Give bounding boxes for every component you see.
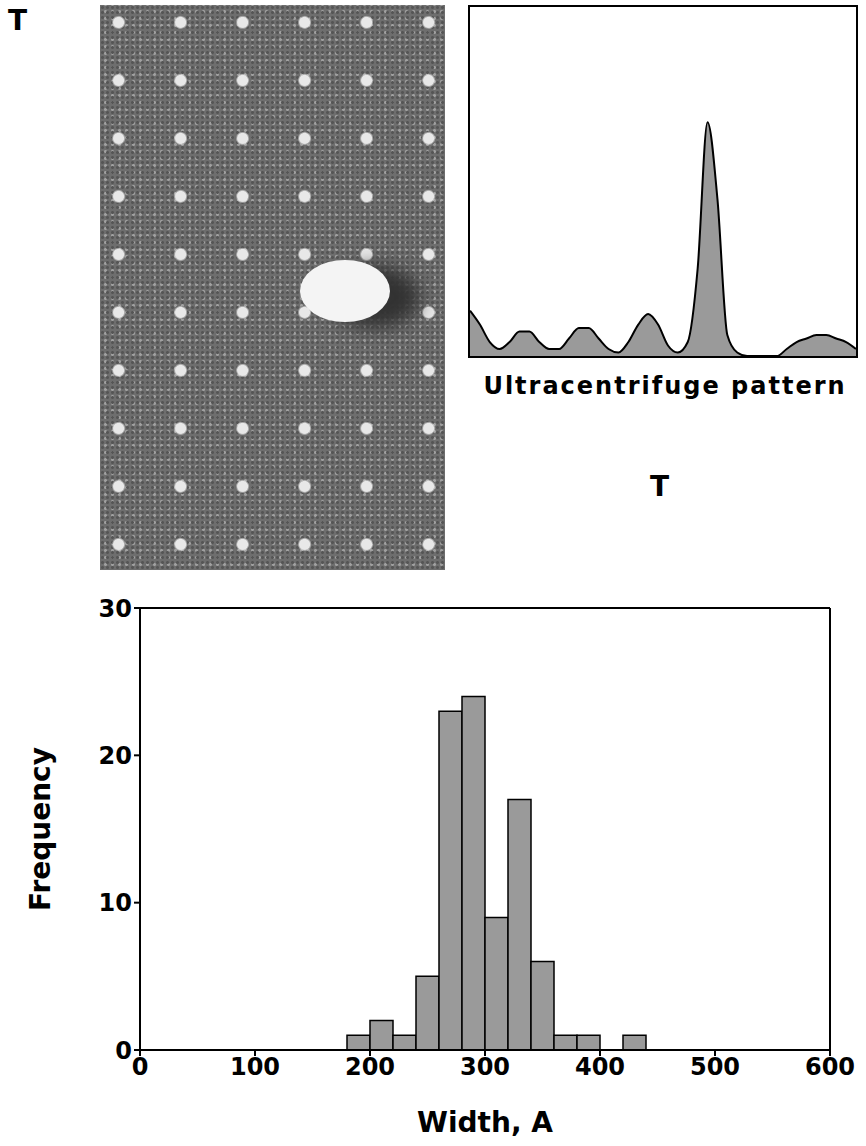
svg-text:20: 20 — [99, 742, 132, 770]
svg-text:0: 0 — [132, 1053, 149, 1081]
html-text:T: T — [8, 4, 28, 37]
svg-text:Width, A: Width, A — [417, 1106, 553, 1139]
svg-text:Frequency: Frequency — [24, 747, 57, 911]
svg-text:30: 30 — [99, 595, 132, 623]
svg-text:300: 300 — [460, 1053, 510, 1081]
svg-text:0: 0 — [115, 1037, 132, 1065]
html-text:T: T — [650, 470, 670, 503]
html-text:Ultracentrifuge pattern: Ultracentrifuge pattern — [483, 372, 847, 400]
svg-text:400: 400 — [575, 1053, 625, 1081]
svg-text:500: 500 — [690, 1053, 740, 1081]
svg-text:10: 10 — [99, 889, 132, 917]
svg-text:600: 600 — [805, 1053, 855, 1081]
svg-text:100: 100 — [230, 1053, 280, 1081]
svg-text:200: 200 — [345, 1053, 395, 1081]
